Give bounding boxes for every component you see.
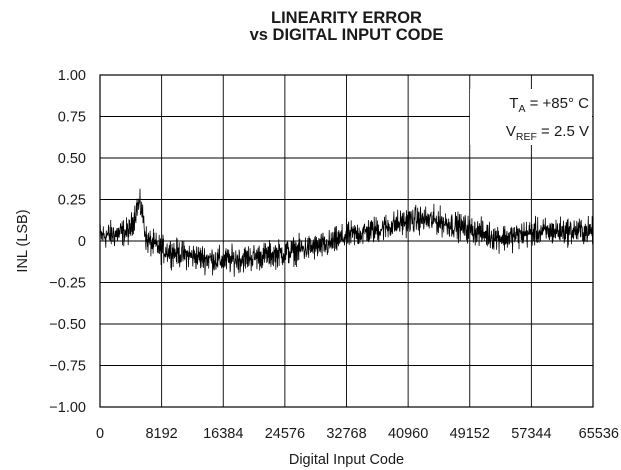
- x-tick-label: 49152: [450, 426, 490, 442]
- series-inl: [99, 188, 594, 277]
- conditions-annotation: TA = +85° C VREF = 2.5 V: [470, 89, 592, 145]
- chart-title: LINEARITY ERROR: [271, 9, 422, 27]
- y-tick-label: −0.50: [49, 317, 86, 333]
- x-tick-label: 16384: [203, 426, 243, 442]
- y-tick-label: 0: [78, 234, 86, 250]
- x-tick-labels: 0 8192 16384 24576 32768 40960 49152 57344 65536: [96, 426, 619, 442]
- y-tick-label: −1.00: [49, 400, 86, 416]
- y-tick-label: 0.75: [58, 110, 86, 126]
- y-axis-label: INL (LSB): [15, 209, 31, 272]
- x-tick-label: 40960: [388, 426, 428, 442]
- x-tick-label: 57344: [511, 426, 551, 442]
- y-tick-labels: 1.00 0.75 0.50 0.25 0 −0.25 −0.50 −0.75 −1.00: [49, 68, 86, 416]
- plot-frame: [99, 74, 594, 408]
- chart-subtitle: vs DIGITAL INPUT CODE: [249, 26, 444, 44]
- x-tick-label: 24576: [265, 426, 305, 442]
- x-tick-label: 65536: [579, 426, 619, 442]
- x-tick-label: 32768: [326, 426, 366, 442]
- y-tick-label: 0.25: [58, 193, 86, 209]
- y-tick-label: −0.75: [49, 359, 86, 375]
- vref-label: VREF = 2.5 V: [506, 123, 589, 143]
- inl-trace: [99, 188, 594, 277]
- x-axis-label: Digital Input Code: [289, 452, 404, 468]
- temperature-label: TA = +85° C: [509, 95, 589, 115]
- y-tick-label: −0.25: [49, 276, 86, 292]
- y-tick-label: 0.50: [58, 151, 86, 167]
- x-tick-label: 8192: [145, 426, 177, 442]
- x-tick-label: 0: [96, 426, 104, 442]
- y-tick-label: 1.00: [58, 68, 86, 84]
